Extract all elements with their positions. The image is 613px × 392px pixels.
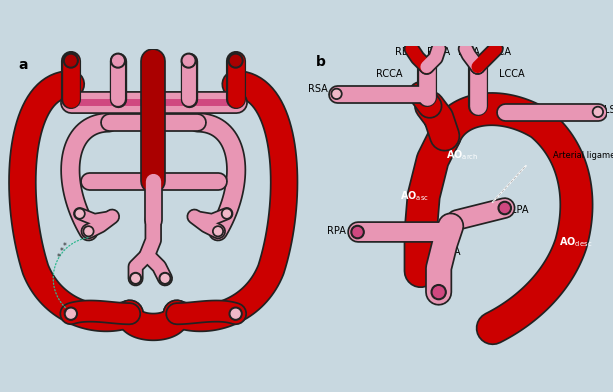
Circle shape [83,226,94,237]
Text: RPA: RPA [327,225,346,236]
Circle shape [333,90,340,98]
Circle shape [331,89,342,99]
Text: RSA: RSA [308,84,327,94]
Circle shape [215,228,221,235]
Circle shape [229,307,242,320]
Text: LPA: LPA [511,205,528,214]
Circle shape [66,309,75,318]
Text: RECA: RECA [395,47,422,57]
Circle shape [85,228,92,235]
Circle shape [351,225,364,239]
Text: BT: BT [430,118,444,127]
Circle shape [498,201,511,215]
Circle shape [431,285,446,299]
Text: *: * [57,253,61,262]
Circle shape [159,272,171,284]
Text: AO$_{\rm desc}$: AO$_{\rm desc}$ [559,236,592,249]
Text: LECA: LECA [486,47,511,57]
Circle shape [213,226,223,237]
Circle shape [230,55,241,66]
Circle shape [113,55,123,66]
Circle shape [130,272,142,284]
Text: b: b [316,55,326,69]
Circle shape [231,309,240,318]
Circle shape [76,210,83,217]
Text: a: a [18,58,28,72]
Text: AO$_{\rm asc}$: AO$_{\rm asc}$ [400,189,429,203]
Circle shape [132,274,139,282]
Text: LICA: LICA [458,47,479,57]
Circle shape [181,53,196,68]
Circle shape [66,55,76,66]
Text: RICA: RICA [427,47,450,57]
Circle shape [110,53,125,68]
Text: RCCA: RCCA [376,69,403,79]
Text: *: * [63,309,67,318]
Circle shape [223,210,230,217]
Circle shape [433,287,444,298]
Circle shape [64,53,78,68]
Text: *: * [63,241,67,250]
Text: *: * [60,247,64,256]
Circle shape [228,53,243,68]
Circle shape [353,227,362,236]
Circle shape [221,209,232,219]
Circle shape [161,274,169,282]
Text: MPA: MPA [440,247,461,257]
Text: Arterial ligament: Arterial ligament [553,151,613,160]
Text: AO$_{\rm arch}$: AO$_{\rm arch}$ [446,149,479,162]
Circle shape [64,307,77,320]
Text: LCCA: LCCA [499,69,524,79]
Text: LSA: LSA [604,105,613,115]
Circle shape [183,55,194,66]
Circle shape [74,209,85,219]
Circle shape [594,108,601,116]
Circle shape [500,203,509,212]
Circle shape [592,107,603,117]
